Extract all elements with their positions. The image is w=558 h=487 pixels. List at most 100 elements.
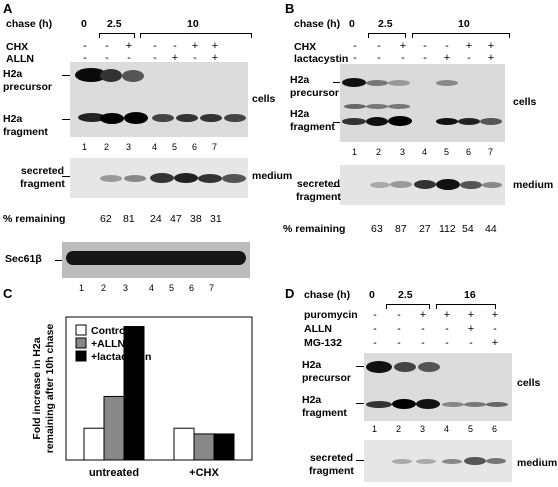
label-line: fragment (3, 126, 48, 138)
band (366, 401, 392, 408)
sign-mark: - (153, 40, 157, 52)
band (174, 173, 198, 183)
remaining-value: 81 (123, 213, 135, 225)
band (414, 180, 436, 189)
panel-b-brace-10 (412, 33, 510, 38)
remaining-value: 87 (395, 223, 407, 235)
lane-number: 3 (123, 283, 129, 293)
remaining-value: 27 (419, 223, 431, 235)
sign-mark: - (421, 323, 425, 335)
panel-c-letter: C (3, 286, 13, 301)
sign-mark: + (491, 337, 499, 349)
tick (356, 403, 364, 404)
panel-b-precursor-label: H2a precursor (290, 74, 339, 100)
lane-number: 6 (192, 142, 198, 152)
lane-number: 6 (492, 424, 498, 434)
panel-b-chase-10: 10 (458, 18, 470, 30)
label-line: precursor (290, 87, 340, 99)
lane-number: 3 (420, 424, 426, 434)
band (436, 118, 458, 125)
band (482, 182, 502, 188)
panel-b-chase-2-5: 2.5 (378, 18, 393, 30)
sign-mark: - (397, 309, 401, 321)
legend-swatch (75, 350, 87, 362)
panel-b-letter: B (285, 1, 295, 16)
tick (356, 366, 364, 367)
panel-b-cells-gel (340, 64, 505, 142)
panel-b-medium-label: medium (513, 179, 554, 191)
lane-number: 4 (149, 283, 155, 293)
label-line: fragment (290, 121, 335, 133)
panel-a-row-chx: CHX (6, 41, 29, 53)
remaining-value: 54 (462, 223, 474, 235)
panel-d-fragment-label: H2a fragment (302, 394, 347, 420)
panel-a-letter: A (3, 1, 13, 16)
label-line: secreted (20, 165, 65, 177)
band (342, 78, 366, 87)
band (366, 80, 388, 86)
band (75, 68, 107, 82)
remaining-value: 112 (439, 223, 456, 235)
plot-frame (65, 316, 253, 461)
panel-a-chase-10: 10 (187, 18, 199, 30)
panel-b-remaining-label: % remaining (283, 223, 346, 235)
sign-mark: + (487, 52, 495, 64)
band (224, 114, 246, 122)
tick (333, 122, 340, 123)
bar (123, 326, 145, 461)
band (122, 70, 144, 82)
panel-d-cells-gel (364, 353, 512, 421)
y-axis-label: Fold increase in H2a (31, 337, 43, 439)
band (436, 179, 460, 190)
legend-swatch (75, 324, 87, 336)
lane-number: 7 (488, 147, 494, 157)
lane-number: 5 (172, 142, 178, 152)
label-line: H2a (302, 394, 322, 406)
sign-mark: + (467, 323, 475, 335)
band (486, 402, 508, 407)
panel-b-secreted-label: secreted fragment (296, 178, 341, 204)
panel-d-row-puromycin: puromycin (304, 309, 358, 321)
sign-mark: - (421, 337, 425, 349)
band (152, 114, 174, 122)
tick (62, 75, 70, 76)
band (388, 80, 410, 86)
sign-mark: - (493, 323, 497, 335)
legend-label: Control (91, 325, 128, 337)
remaining-value: 24 (150, 213, 162, 225)
panel-a-chase-2-5: 2.5 (107, 18, 122, 30)
panel-d-row-mg132: MG-132 (304, 337, 342, 349)
lane-number: 1 (372, 424, 378, 434)
bar (103, 395, 125, 461)
sign-mark: + (399, 40, 407, 52)
band (222, 174, 246, 183)
band (442, 459, 462, 464)
sign-mark: + (211, 52, 219, 64)
legend-label: +lactacystin (91, 351, 151, 363)
label-line: H2a (290, 74, 310, 86)
panel-a-medium-label: medium (252, 170, 293, 182)
remaining-value: 63 (371, 223, 383, 235)
panel-d-brace-16 (436, 304, 496, 309)
lane-number: 4 (152, 142, 158, 152)
sign-mark: - (83, 40, 87, 52)
band (480, 118, 502, 125)
label-line: fragment (302, 407, 347, 419)
lane-number: 4 (422, 147, 428, 157)
lane-number: 5 (169, 283, 175, 293)
panel-a-secreted-label: secreted fragment (20, 165, 65, 191)
band (342, 118, 366, 125)
sign-mark: + (211, 40, 219, 52)
band (464, 402, 486, 407)
lane-number: 2 (376, 147, 382, 157)
panel-a-brace-2-5 (99, 33, 135, 38)
bar (193, 433, 215, 461)
remaining-value: 62 (100, 213, 112, 225)
label-line: fragment (309, 465, 354, 477)
lane-number: 6 (189, 283, 195, 293)
band (176, 114, 198, 122)
band (100, 175, 122, 182)
lane-number: 3 (400, 147, 406, 157)
panel-d-row-alln: ALLN (304, 323, 332, 335)
band (418, 362, 440, 372)
